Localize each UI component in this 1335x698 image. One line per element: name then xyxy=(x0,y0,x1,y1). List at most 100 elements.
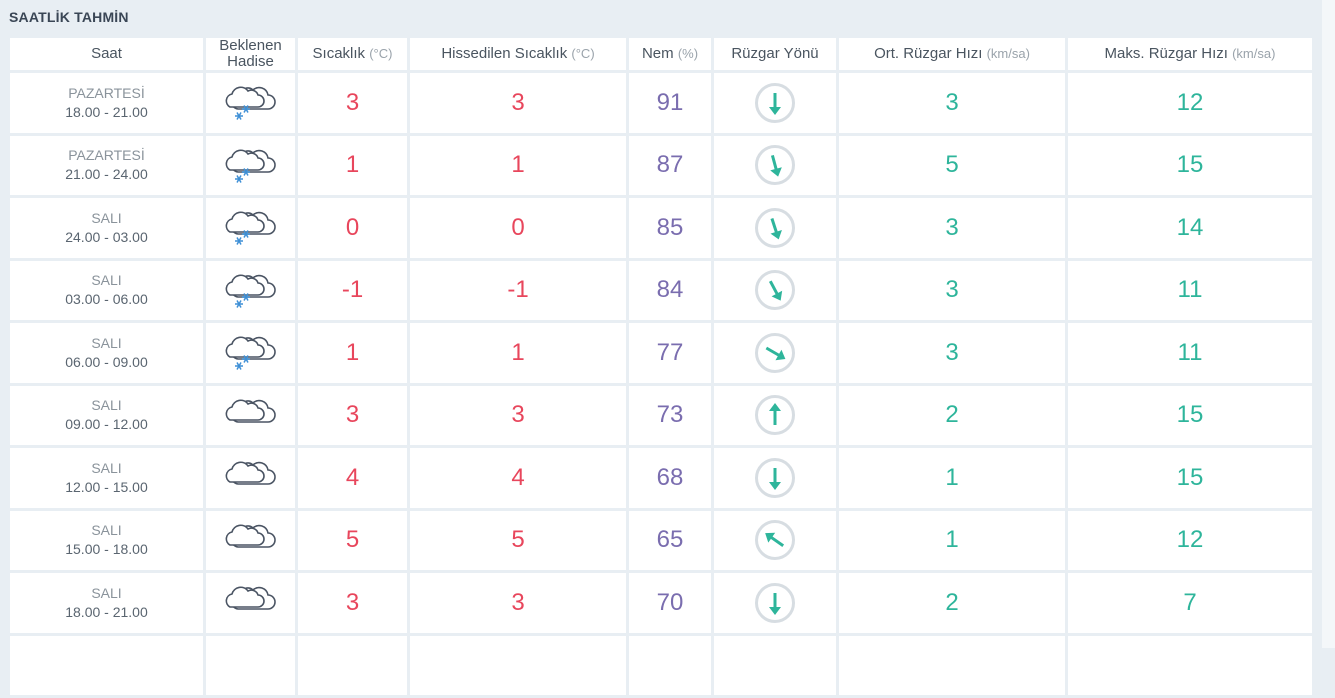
weather-cell xyxy=(206,260,295,320)
time-cell: SALI 12.00 - 15.00 xyxy=(10,448,203,508)
header-sicaklik: Sıcaklık (°C) xyxy=(298,38,407,70)
max-wind-speed: 12 xyxy=(1068,510,1312,570)
avg-wind-speed: 5 xyxy=(839,135,1065,195)
wind-direction-cell xyxy=(714,323,836,383)
day-label: SALI xyxy=(91,522,122,539)
cloud-snow-icon xyxy=(224,211,278,250)
wind-direction-arrow-icon xyxy=(755,207,795,248)
cloud-icon xyxy=(224,461,278,500)
time-range: 06.00 - 09.00 xyxy=(65,353,148,370)
avg-wind-speed: 2 xyxy=(839,385,1065,445)
scrollbar-track[interactable] xyxy=(1322,0,1335,648)
day-label: PAZARTESİ xyxy=(68,147,145,164)
avg-wind-speed: 2 xyxy=(839,573,1065,633)
table-row: SALI 06.00 - 09.00 1 1 77 3 11 xyxy=(10,323,1312,383)
time-range: 24.00 - 03.00 xyxy=(65,228,148,245)
table-row-partial xyxy=(10,635,1312,695)
header-maks-ruzgar: Maks. Rüzgar Hızı (km/sa) xyxy=(1068,38,1312,70)
humidity: 77 xyxy=(629,323,711,383)
max-wind-speed: 7 xyxy=(1068,573,1312,633)
avg-wind-speed: 3 xyxy=(839,260,1065,320)
time-range: 21.00 - 24.00 xyxy=(65,166,148,183)
max-wind-speed: 15 xyxy=(1068,385,1312,445)
temperature: 0 xyxy=(298,198,407,258)
humidity: 70 xyxy=(629,573,711,633)
time-cell: SALI 15.00 - 18.00 xyxy=(10,510,203,570)
avg-wind-speed: 3 xyxy=(839,73,1065,133)
feels-like: 3 xyxy=(410,73,626,133)
weather-cell xyxy=(206,448,295,508)
header-label: Ort. Rüzgar Hızı xyxy=(874,45,983,62)
empty-cell xyxy=(839,635,1065,695)
header-label: Sıcaklık xyxy=(312,45,366,62)
wind-direction-arrow-icon xyxy=(755,395,795,436)
table-row: PAZARTESİ 18.00 - 21.00 3 3 91 3 12 xyxy=(10,73,1312,133)
feels-like: 4 xyxy=(410,448,626,508)
time-range: 18.00 - 21.00 xyxy=(65,603,148,620)
wind-direction-cell xyxy=(714,385,836,445)
empty-cell xyxy=(298,635,407,695)
day-label: SALI xyxy=(91,397,122,414)
day-label: SALI xyxy=(91,334,122,351)
feels-like: 1 xyxy=(410,135,626,195)
section-title: SAATLİK TAHMİN xyxy=(9,9,129,25)
humidity: 65 xyxy=(629,510,711,570)
table-row: PAZARTESİ 21.00 - 24.00 1 1 87 5 15 xyxy=(10,135,1312,195)
wind-direction-arrow-icon xyxy=(755,582,795,623)
humidity: 91 xyxy=(629,73,711,133)
humidity: 84 xyxy=(629,260,711,320)
wind-direction-arrow-icon xyxy=(755,520,795,561)
time-cell: SALI 09.00 - 12.00 xyxy=(10,385,203,445)
time-cell: SALI 03.00 - 06.00 xyxy=(10,260,203,320)
wind-direction-cell xyxy=(714,260,836,320)
max-wind-speed: 15 xyxy=(1068,135,1312,195)
header-ort-ruzgar: Ort. Rüzgar Hızı (km/sa) xyxy=(839,38,1065,70)
humidity: 85 xyxy=(629,198,711,258)
empty-cell xyxy=(410,635,626,695)
header-unit: (%) xyxy=(677,46,699,61)
max-wind-speed: 11 xyxy=(1068,260,1312,320)
time-cell: PAZARTESİ 21.00 - 24.00 xyxy=(10,135,203,195)
time-range: 18.00 - 21.00 xyxy=(65,103,148,120)
wind-direction-cell xyxy=(714,198,836,258)
wind-direction-arrow-icon xyxy=(755,332,795,373)
header-nem: Nem (%) xyxy=(629,38,711,70)
feels-like: 3 xyxy=(410,573,626,633)
wind-direction-arrow-icon xyxy=(755,270,795,311)
feels-like: 1 xyxy=(410,323,626,383)
humidity: 73 xyxy=(629,385,711,445)
feels-like: -1 xyxy=(410,260,626,320)
weather-cell xyxy=(206,73,295,133)
header-label: Saat xyxy=(91,45,122,62)
cloud-icon xyxy=(224,524,278,563)
weather-cell xyxy=(206,510,295,570)
avg-wind-speed: 3 xyxy=(839,323,1065,383)
avg-wind-speed: 1 xyxy=(839,510,1065,570)
day-label: SALI xyxy=(91,584,122,601)
weather-cell xyxy=(206,135,295,195)
header-unit: (km/sa) xyxy=(986,46,1030,61)
table-row: SALI 24.00 - 03.00 0 0 85 3 14 xyxy=(10,198,1312,258)
day-label: PAZARTESİ xyxy=(68,84,145,101)
temperature: 1 xyxy=(298,135,407,195)
header-label: Rüzgar Yönü xyxy=(731,45,819,62)
temperature: 3 xyxy=(298,73,407,133)
header-unit: (°C) xyxy=(369,46,393,61)
cloud-icon xyxy=(224,586,278,625)
hourly-forecast-table: Saat Beklenen Hadise Sıcaklık (°C) Hisse… xyxy=(7,35,1315,698)
cloud-snow-icon xyxy=(224,149,278,188)
day-label: SALI xyxy=(91,209,122,226)
time-range: 15.00 - 18.00 xyxy=(65,541,148,558)
header-label: Maks. Rüzgar Hızı xyxy=(1104,45,1228,62)
avg-wind-speed: 3 xyxy=(839,198,1065,258)
max-wind-speed: 15 xyxy=(1068,448,1312,508)
empty-cell xyxy=(1068,635,1312,695)
empty-cell xyxy=(714,635,836,695)
header-label: Beklenen Hadise xyxy=(219,37,282,70)
header-label: Nem xyxy=(641,45,674,62)
wind-direction-cell xyxy=(714,573,836,633)
weather-cell xyxy=(206,385,295,445)
time-range: 12.00 - 15.00 xyxy=(65,478,148,495)
table-row: SALI 12.00 - 15.00 4 4 68 1 15 xyxy=(10,448,1312,508)
cloud-snow-icon xyxy=(224,86,278,125)
